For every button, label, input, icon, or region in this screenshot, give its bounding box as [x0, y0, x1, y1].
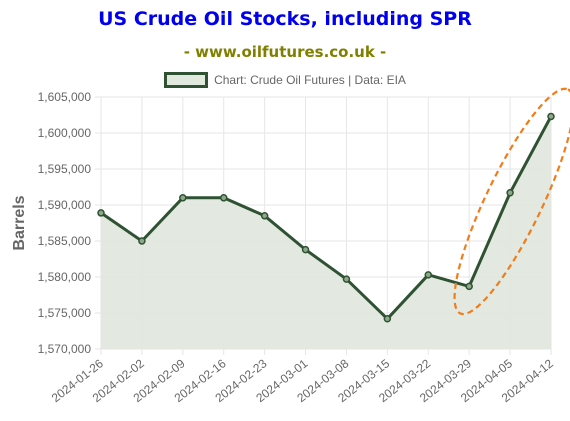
- y-tick-label: 1,575,000: [38, 306, 92, 320]
- y-axis-label: Barrels: [11, 195, 28, 250]
- data-point: [465, 282, 473, 291]
- data-point: [547, 112, 555, 121]
- chart-subtitle: - www.oilfutures.co.uk -: [183, 43, 387, 61]
- y-tick-label: 1,580,000: [38, 270, 92, 284]
- y-tick-label: 1,605,000: [38, 90, 92, 104]
- data-point: [383, 315, 392, 323]
- y-axis-ticks: 1,570,000 1,575,000 1,580,000 1,585,000 1,59…: [38, 90, 92, 356]
- y-tick-label: 1,595,000: [38, 162, 92, 176]
- legend-label: Chart: Crude Oil Futures | Data: EIA: [214, 73, 406, 87]
- chart-legend[interactable]: Chart: Crude Oil Futures | Data: EIA: [0, 72, 570, 88]
- highlight-ellipse: [453, 87, 570, 316]
- data-point: [179, 194, 187, 202]
- y-tick-label: 1,585,000: [38, 234, 92, 248]
- series-line: [100, 115, 553, 321]
- data-point: [301, 245, 310, 254]
- data-point: [506, 189, 514, 197]
- data-point: [342, 275, 351, 283]
- chart-title: US Crude Oil Stocks, including SPR: [98, 8, 472, 30]
- data-point: [219, 194, 228, 202]
- data-points: [97, 112, 555, 323]
- y-tick-label: 1,570,000: [38, 342, 92, 356]
- series-area-fill: [101, 116, 551, 350]
- legend-swatch: [164, 72, 209, 88]
- y-tick-label: 1,600,000: [38, 126, 92, 140]
- data-point: [424, 271, 433, 279]
- data-point: [260, 212, 269, 220]
- y-tick-label: 1,590,000: [38, 198, 92, 212]
- data-point: [138, 237, 146, 245]
- x-axis-ticks: 2024-01-262024-02-022024-02-092024-02-16…: [49, 356, 556, 405]
- data-point: [97, 209, 105, 217]
